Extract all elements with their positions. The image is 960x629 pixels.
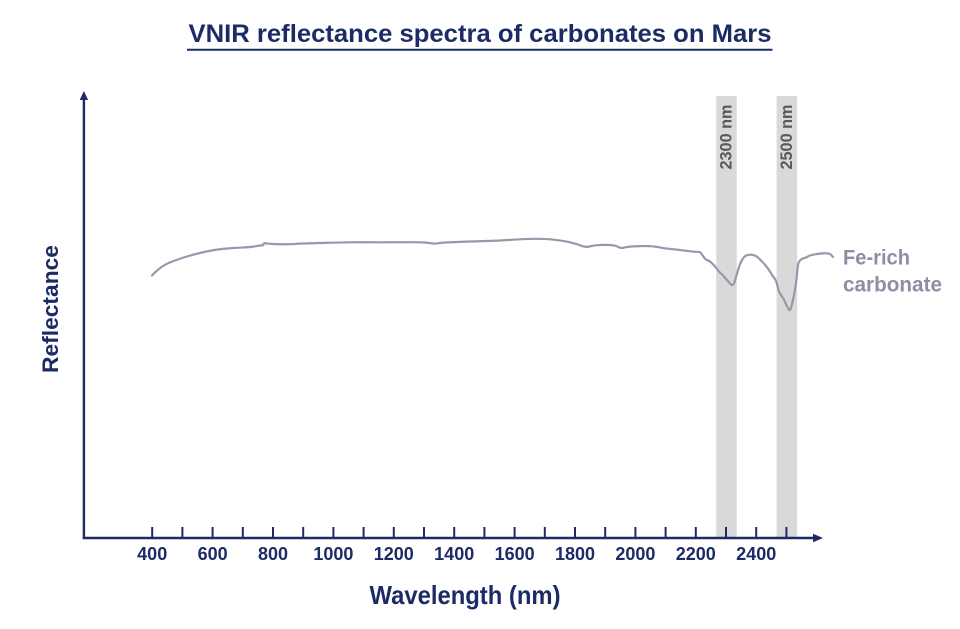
- svg-text:2300 nm: 2300 nm: [717, 105, 736, 170]
- svg-text:1200: 1200: [374, 544, 414, 564]
- svg-text:carbonate: carbonate: [843, 274, 942, 297]
- svg-text:2000: 2000: [615, 544, 655, 564]
- svg-text:400: 400: [137, 544, 167, 564]
- svg-text:1800: 1800: [555, 544, 595, 564]
- svg-text:VNIR reflectance spectra of ca: VNIR reflectance spectra of carbonates o…: [189, 20, 772, 48]
- svg-text:Fe-rich: Fe-rich: [843, 247, 910, 270]
- svg-text:2400: 2400: [736, 544, 776, 564]
- svg-text:800: 800: [258, 544, 288, 564]
- svg-text:Reflectance: Reflectance: [38, 245, 63, 373]
- svg-text:1000: 1000: [313, 544, 353, 564]
- svg-text:1600: 1600: [495, 544, 535, 564]
- svg-text:1400: 1400: [434, 544, 474, 564]
- svg-text:600: 600: [198, 544, 228, 564]
- svg-text:Wavelength (nm): Wavelength (nm): [370, 580, 561, 610]
- svg-text:2500 nm: 2500 nm: [777, 105, 796, 170]
- svg-text:2200: 2200: [676, 544, 716, 564]
